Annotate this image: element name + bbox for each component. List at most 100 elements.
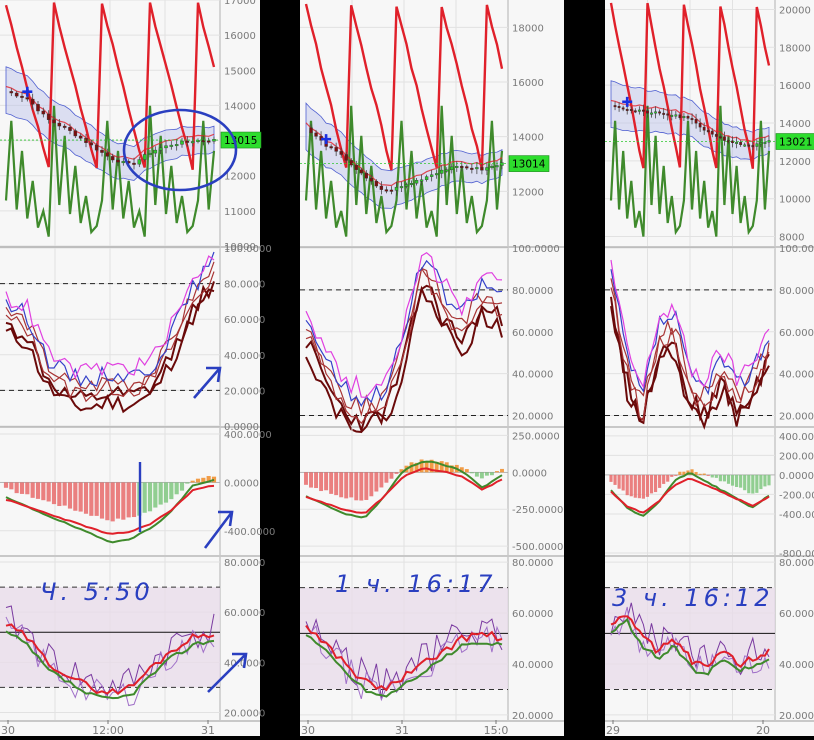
histogram-bar [444, 462, 449, 473]
tile-1-macd-panel: 400.0000 0.0000 -400.0000 [0, 428, 275, 557]
histogram-bar [374, 472, 379, 492]
candle [434, 173, 439, 176]
histogram-bar [163, 482, 169, 503]
histogram-bar [339, 472, 344, 498]
y-tick-label: 14000 [224, 101, 256, 112]
histogram-bar [169, 482, 174, 500]
histogram-bar [78, 482, 83, 512]
histogram-bar [439, 461, 444, 473]
candle [662, 112, 666, 115]
candle [690, 118, 694, 121]
histogram-bar [67, 482, 73, 509]
candle [613, 105, 617, 108]
histogram-bar [131, 482, 137, 518]
histogram-bar [702, 473, 706, 475]
candle [470, 167, 474, 170]
candle [495, 165, 499, 168]
histogram-bar [329, 472, 334, 494]
candle [30, 98, 35, 105]
candle [465, 166, 469, 169]
histogram-bar [309, 472, 313, 488]
candle [755, 143, 759, 147]
histogram-bar [185, 482, 190, 484]
histogram-bar [714, 474, 718, 478]
candle [190, 141, 195, 144]
candle [674, 114, 678, 117]
histogram-bar [710, 474, 714, 478]
tile-3-price-panel: 20000 18000 16000 14000 12000 10000 8000 13021 [605, 0, 814, 248]
candle [384, 189, 389, 192]
histogram-bar [158, 482, 163, 505]
candle [710, 130, 714, 135]
last-price-badge [775, 133, 814, 150]
candle [137, 159, 142, 165]
candle [374, 180, 379, 187]
y-tick-label: 400.0000 [779, 432, 814, 443]
histogram-bar [739, 474, 743, 488]
last-price-badge [508, 155, 550, 172]
tile-2-x-axis: 30 31 15:0 [301, 720, 508, 737]
entry-marker [22, 86, 33, 97]
histogram-bar [747, 474, 751, 494]
red-zigzag-line [304, 3, 504, 171]
y-tick-label: 80.0000 [779, 286, 814, 297]
y-tick-label: 40.0000 [512, 660, 553, 671]
candle [450, 166, 454, 170]
candle [174, 144, 179, 147]
histogram-bar [304, 472, 308, 485]
histogram-bar [89, 482, 94, 516]
candle [739, 142, 743, 146]
histogram-bar [83, 482, 89, 514]
y-tick-label: -250.0000 [512, 505, 563, 516]
candle [110, 156, 115, 161]
y-tick-label: 80.0000 [224, 280, 265, 291]
y-tick-label: 20.0000 [779, 711, 814, 722]
y-tick-label: 80.0000 [512, 286, 553, 297]
x-tick-label: 30 [1, 724, 15, 736]
stochastic-line [5, 261, 215, 392]
stochastic-line [305, 251, 503, 398]
candle [735, 142, 738, 144]
histogram-bar [174, 482, 179, 495]
y-tick-label: -200.0000 [779, 490, 814, 501]
histogram-bar [206, 476, 211, 483]
candle [414, 180, 419, 184]
candle [14, 92, 19, 97]
histogram-bar [726, 474, 731, 484]
candle [169, 144, 174, 147]
stochastic-line [610, 296, 770, 425]
annotation-arrow [203, 510, 234, 549]
tile-3-stochastic-panel: 100.0000 80.0000 60.0000 40.0000 20.0000 [605, 244, 814, 430]
candle [440, 169, 444, 174]
histogram-bar [51, 482, 57, 505]
histogram-bar [479, 472, 484, 479]
histogram-bar [110, 482, 115, 522]
y-tick-label: 18000 [779, 43, 811, 54]
candle [369, 178, 374, 182]
rsi-zone [605, 587, 775, 690]
y-tick-label: 16000 [512, 78, 544, 89]
stochastic-line [5, 288, 215, 414]
tile-2-macd-panel: 250.0000 0.0000 -250.0000 -500.0000 [300, 428, 564, 557]
candle [642, 109, 645, 112]
y-tick-label: 16000 [224, 31, 256, 42]
candle [164, 145, 168, 149]
histogram-bar [500, 468, 504, 473]
rsi-red-line [5, 623, 215, 696]
candle [309, 127, 313, 134]
candle [68, 127, 72, 131]
histogram-bar [617, 474, 621, 489]
histogram-bar [147, 482, 153, 512]
histogram-bar [19, 482, 25, 494]
candle [46, 113, 51, 120]
candle [394, 186, 399, 191]
histogram-bar [495, 471, 499, 473]
red-zigzag-line [609, 2, 771, 169]
histogram-bar [755, 474, 759, 493]
histogram-bar [609, 474, 613, 482]
y-tick-label: 80.0000 [779, 558, 814, 569]
histogram-bar [743, 474, 747, 491]
histogram-bar [625, 474, 629, 496]
y-tick-label: 60.0000 [224, 608, 265, 619]
